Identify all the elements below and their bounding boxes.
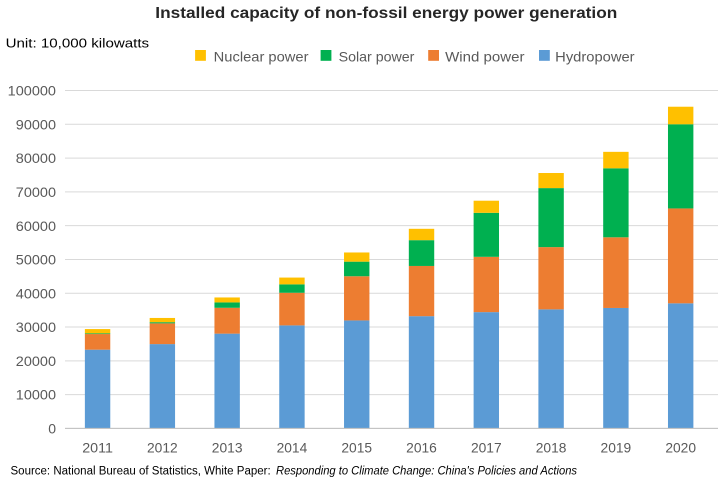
svg-text:2015: 2015 [341,440,372,456]
svg-text:2016: 2016 [406,440,437,456]
svg-text:2017: 2017 [471,440,502,456]
svg-text:30000: 30000 [16,319,56,335]
svg-text:Source: National Bureau of Sta: Source: National Bureau of Statistics, W… [11,466,271,478]
svg-text:Unit: 10,000 kilowatts: Unit: 10,000 kilowatts [6,37,150,51]
svg-text:40000: 40000 [16,285,56,301]
svg-text:80000: 80000 [16,150,56,166]
svg-text:2019: 2019 [601,440,632,456]
svg-text:70000: 70000 [16,184,56,200]
svg-text:Hydropower: Hydropower [555,49,635,65]
svg-text:2012: 2012 [147,440,178,456]
svg-text:20000: 20000 [16,353,56,369]
svg-text:2018: 2018 [536,440,567,456]
svg-text:Solar power: Solar power [339,49,415,65]
svg-text:2011: 2011 [82,440,113,456]
svg-text:50000: 50000 [16,252,56,268]
svg-text:100000: 100000 [8,83,57,99]
svg-text:2014: 2014 [277,440,308,456]
svg-text:2020: 2020 [665,440,696,456]
svg-text:Installed capacity of non-foss: Installed capacity of non-fossil energy … [155,5,617,22]
svg-text:2013: 2013 [212,440,243,456]
svg-text:90000: 90000 [16,116,56,132]
svg-text:0: 0 [48,421,56,437]
svg-text:10000: 10000 [16,387,56,403]
svg-text:60000: 60000 [16,218,56,234]
svg-text:Wind power: Wind power [445,49,525,65]
svg-text:Nuclear power: Nuclear power [214,49,309,65]
svg-text:Responding to Climate Change:: Responding to Climate Change: China's Po… [276,466,577,478]
